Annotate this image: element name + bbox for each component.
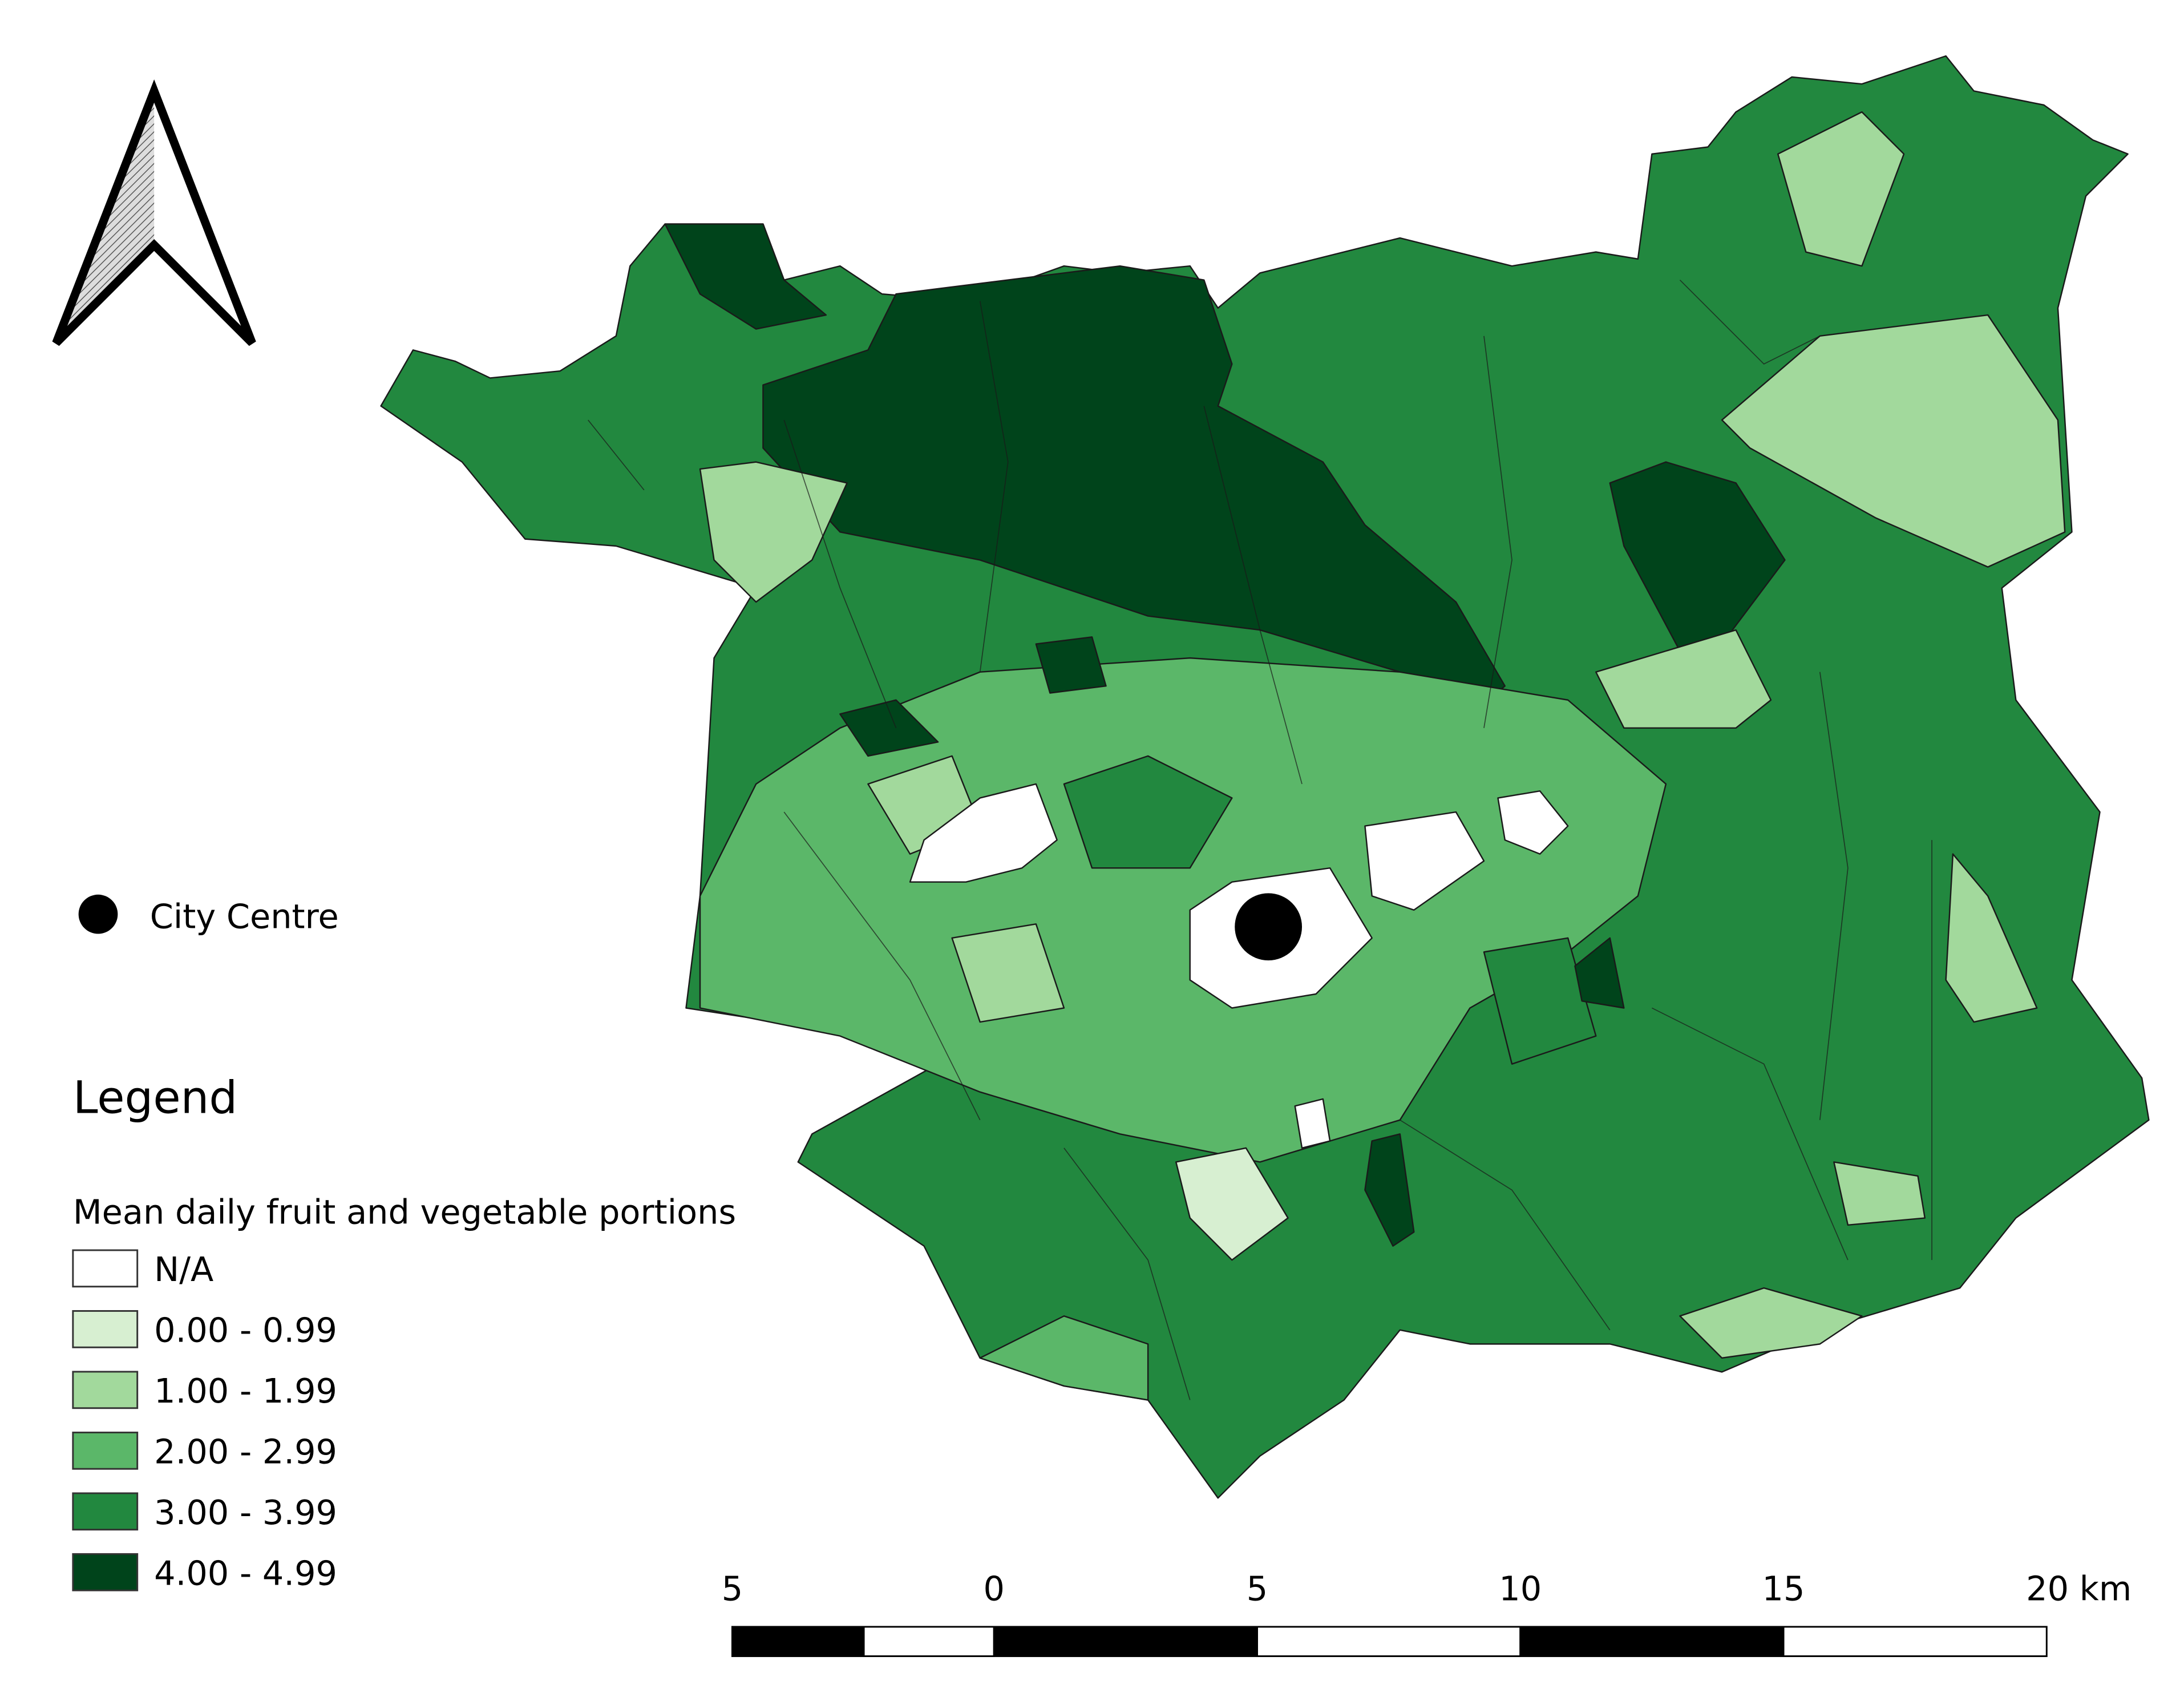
map-region [699,461,848,603]
map-region [1364,1133,1415,1247]
region-boundary [1203,406,1303,785]
map-region [1294,1098,1331,1149]
scale-label: 20 km [2026,1569,2132,1608]
map-region [1595,629,1772,729]
map-region [951,923,1065,1023]
scale-segment [1256,1626,1522,1657]
legend: N/A 0.00 - 0.99 1.00 - 1.99 2.00 - 2.99 3.0… [72,1249,337,1593]
map-region [1063,755,1233,869]
legend-label: N/A [154,1250,213,1289]
map-region [839,699,939,757]
region-boundary [1819,672,1849,1120]
scale-label: 15 [1762,1569,1805,1608]
legend-label: 3.00 - 3.99 [154,1493,337,1532]
legend-swatch [72,1249,139,1288]
region-boundary [979,301,1009,672]
map-region [1035,636,1107,694]
north-arrow [52,79,256,346]
region-boundary [783,811,981,1121]
city-centre-label: City Centre [150,897,339,936]
scale-label: 5 [1247,1569,1268,1608]
legend-label: 0.00 - 0.99 [154,1310,337,1350]
legend-swatch [72,1310,139,1348]
scale-segment [1519,1626,1785,1657]
legend-swatch [72,1431,139,1470]
map-region [762,265,1506,729]
city-centre-legend-symbol [78,894,118,934]
scale-segment [731,1626,865,1657]
scale-bar: 5 0 5 10 15 20 km [722,1569,2132,1657]
region-boundary [1652,1007,1849,1260]
map-region [1833,1161,1926,1226]
map-region [1777,111,1905,267]
legend-heading: Legend [73,1072,237,1124]
region-boundary [1679,280,1821,365]
legend-swatch [72,1553,139,1591]
scale-label: 5 [722,1569,743,1608]
map-region [1483,937,1597,1065]
legend-label: 2.00 - 2.99 [154,1432,337,1471]
city-centre-marker [1235,893,1303,961]
region-boundary [783,419,897,729]
legend-label: 1.00 - 1.99 [154,1371,337,1411]
legend-title: Mean daily fruit and vegetable portions [73,1192,736,1231]
scale-label: 0 [984,1569,1005,1608]
legend-swatch [72,1492,139,1531]
legend-swatch [72,1371,139,1409]
map-region [979,1315,1149,1401]
map-region [1609,461,1786,652]
map-region [1721,314,2066,568]
region-boundary [1063,1148,1191,1400]
map-region [664,223,827,330]
scale-segment [1782,1626,2048,1657]
scale-segment [863,1626,995,1657]
map-region [1175,1147,1289,1261]
map-region [1574,937,1625,1009]
scale-label: 10 [1499,1569,1542,1608]
map-regions [380,55,2150,1499]
region-boundary [588,419,645,491]
map-region [1364,811,1485,911]
region-boundary [1400,1120,1611,1331]
map-region [909,783,1058,883]
legend-label: 4.00 - 4.99 [154,1553,337,1593]
scale-segment [993,1626,1258,1657]
region-boundary [1483,336,1512,728]
map-region [1679,1287,1863,1359]
map-region [1945,853,2038,1023]
map-region [1497,790,1569,855]
